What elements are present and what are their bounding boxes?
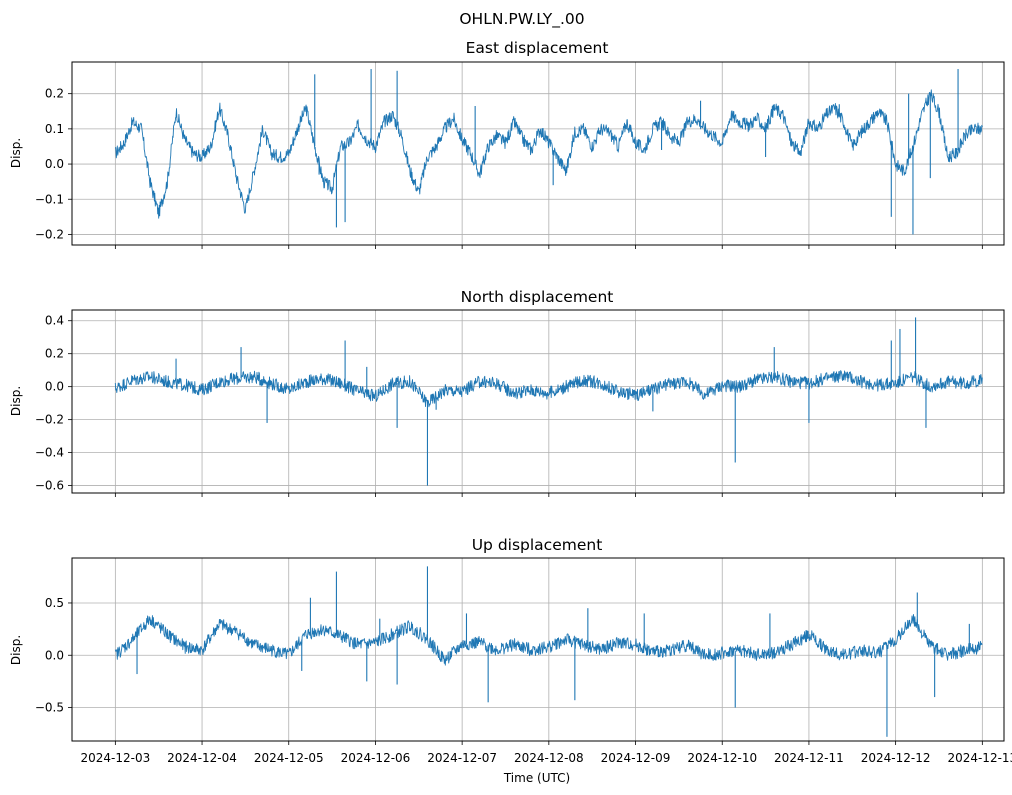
y-tick-label: −0.5: [35, 701, 64, 715]
x-tick-label: 2024-12-08: [514, 751, 584, 765]
y-tick-label: 0.2: [45, 87, 64, 101]
x-tick-label: 2024-12-09: [601, 751, 671, 765]
x-tick-label: 2024-12-03: [80, 751, 150, 765]
x-axis-label: Time (UTC): [503, 771, 570, 785]
y-axis-label: Disp.: [9, 386, 23, 416]
series-line: [114, 614, 983, 666]
data-series: [114, 317, 983, 486]
grid: [72, 62, 1004, 245]
x-tick-label: 2024-12-07: [427, 751, 497, 765]
axes: −0.2 −0.1 0.0 0.1 0.2: [35, 61, 1005, 249]
panel-title: North displacement: [461, 288, 614, 306]
x-tick-label: 2024-12-12: [861, 751, 931, 765]
axes: 2024-12-03 2024-12-04 2024-12-05 2024-12-06…: [35, 557, 1012, 765]
y-tick-label: 0.2: [45, 347, 64, 361]
grid: [72, 310, 1004, 493]
up-displacement-panel: Up displacement Disp. 2024-12-03 2024-12-…: [9, 536, 1012, 765]
panel-title: Up displacement: [472, 536, 603, 554]
grid: [72, 558, 1004, 741]
x-tick-label: 2024-12-13: [947, 751, 1012, 765]
axes-frame: [71, 309, 1005, 494]
data-series: [114, 69, 983, 235]
north-displacement-panel: North displacement Disp. −0.6 −0.4 −0.2 0.0…: [9, 288, 1005, 497]
series-line: [114, 370, 983, 408]
y-tick-label: 0.4: [45, 314, 64, 328]
y-axis-label: Disp.: [9, 635, 23, 665]
y-tick-label: 0.0: [45, 157, 64, 171]
axes-frame: [71, 61, 1005, 246]
y-tick-label: 0.0: [45, 648, 64, 662]
y-tick-label: −0.6: [35, 479, 64, 493]
y-tick-label: −0.1: [35, 192, 64, 206]
y-tick-label: −0.2: [35, 227, 64, 241]
panel-title: East displacement: [466, 39, 609, 57]
x-tick-label: 2024-12-11: [774, 751, 844, 765]
axes-frame: [71, 557, 1005, 742]
x-tick-label: 2024-12-05: [254, 751, 324, 765]
y-tick-label: 0.0: [45, 380, 64, 394]
figure-title: OHLN.PW.LY_.00: [459, 10, 584, 29]
x-tick-label: 2024-12-04: [167, 751, 237, 765]
series-line: [114, 89, 983, 219]
y-tick-label: 0.5: [45, 596, 64, 610]
y-tick-label: −0.2: [35, 413, 64, 427]
y-tick-label: −0.4: [35, 446, 64, 460]
y-axis-label: Disp.: [9, 138, 23, 168]
y-tick-label: 0.1: [45, 122, 64, 136]
axes: −0.6 −0.4 −0.2 0.0 0.2 0.4: [35, 309, 1005, 497]
x-tick-label: 2024-12-06: [341, 751, 411, 765]
data-series: [114, 566, 983, 737]
east-displacement-panel: East displacement Disp. −0.2 −0.1 0.0 0.1 0.…: [9, 39, 1005, 249]
x-tick-label: 2024-12-10: [687, 751, 757, 765]
